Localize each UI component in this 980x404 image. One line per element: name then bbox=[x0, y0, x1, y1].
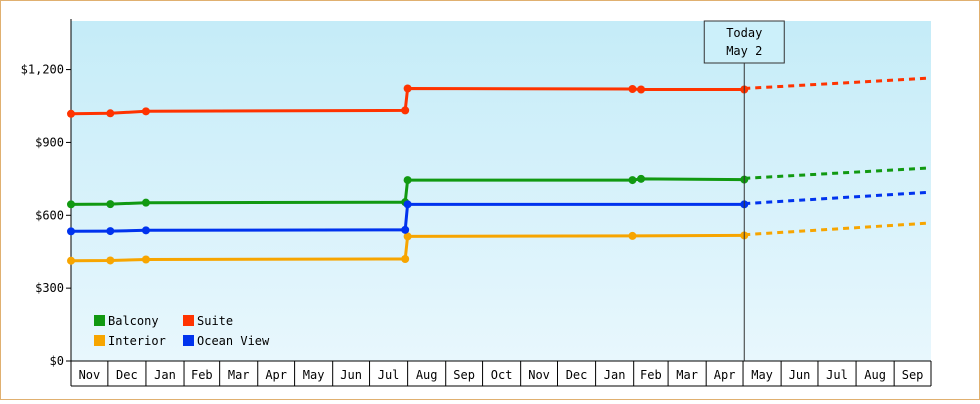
data-point bbox=[403, 232, 412, 241]
x-tick-label: Dec bbox=[566, 368, 588, 382]
x-tick-label: May bbox=[303, 368, 325, 382]
data-point bbox=[106, 227, 115, 236]
data-point bbox=[401, 255, 410, 263]
data-point bbox=[106, 109, 115, 118]
today-box bbox=[703, 20, 785, 64]
legend-label: Ocean View bbox=[197, 334, 270, 348]
y-tick-label: $600 bbox=[35, 208, 64, 222]
x-tick-label: Oct bbox=[491, 368, 513, 382]
legend-label: Balcony bbox=[108, 314, 159, 328]
y-tick-label: $0 bbox=[50, 354, 64, 368]
data-point bbox=[403, 176, 412, 185]
x-tick-label: Dec bbox=[116, 368, 138, 382]
x-tick-label: May bbox=[751, 368, 773, 382]
x-tick-label: Jan bbox=[604, 368, 626, 382]
x-tick-label: Apr bbox=[265, 368, 287, 382]
y-tick-label: $300 bbox=[35, 281, 64, 295]
x-tick-label: Jan bbox=[154, 368, 176, 382]
x-tick-label: Nov bbox=[79, 368, 101, 382]
forecast-line bbox=[744, 190, 930, 206]
x-tick-label: Aug bbox=[416, 368, 438, 382]
legend: Balcony Suite Interior Ocean View bbox=[94, 314, 270, 348]
x-tick-label: Jun bbox=[789, 368, 811, 382]
forecast-line bbox=[744, 166, 930, 180]
x-tick-label: Nov bbox=[528, 368, 550, 382]
x-tick-label: Aug bbox=[864, 368, 886, 382]
data-point bbox=[67, 109, 75, 118]
data-point bbox=[628, 176, 637, 185]
data-point bbox=[637, 174, 646, 183]
legend-label: Suite bbox=[197, 314, 233, 328]
data-point bbox=[67, 256, 75, 265]
data-point bbox=[401, 225, 410, 234]
legend-swatch bbox=[94, 315, 105, 326]
legend-swatch bbox=[183, 335, 194, 346]
data-point bbox=[403, 200, 412, 209]
forecast-line bbox=[744, 221, 930, 237]
data-point bbox=[141, 226, 150, 235]
data-point bbox=[637, 85, 646, 94]
today-date-label: May 2 bbox=[726, 44, 762, 58]
y-tick-label: $900 bbox=[35, 135, 64, 149]
x-tick-label: Jul bbox=[826, 368, 848, 382]
data-point bbox=[141, 107, 150, 116]
plot-background bbox=[71, 21, 931, 361]
x-tick-label: Mar bbox=[228, 368, 250, 382]
data-point bbox=[106, 256, 115, 265]
x-tick-label: Sep bbox=[902, 368, 924, 382]
data-point bbox=[628, 85, 637, 93]
series-line bbox=[70, 202, 745, 233]
forecast-line bbox=[744, 76, 930, 91]
data-point bbox=[106, 200, 115, 209]
data-point bbox=[403, 84, 412, 93]
x-tick-label: Mar bbox=[676, 368, 698, 382]
x-tick-label: Jun bbox=[340, 368, 362, 382]
data-point bbox=[67, 227, 75, 236]
data-point bbox=[628, 231, 637, 240]
x-tick-label: Apr bbox=[714, 368, 736, 382]
legend-swatch bbox=[94, 335, 105, 346]
data-point bbox=[141, 255, 150, 264]
y-tick-label: $1,200 bbox=[21, 63, 64, 77]
data-point bbox=[401, 106, 410, 115]
data-point bbox=[141, 198, 150, 207]
x-tick-label: Jul bbox=[378, 368, 400, 382]
today-label: Today bbox=[726, 26, 762, 40]
legend-label: Interior bbox=[108, 334, 166, 348]
x-tick-label: Sep bbox=[453, 368, 475, 382]
legend-swatch bbox=[183, 315, 194, 326]
data-point bbox=[67, 200, 75, 209]
x-tick-label: Feb bbox=[191, 368, 213, 382]
x-tick-label: Feb bbox=[640, 368, 662, 382]
